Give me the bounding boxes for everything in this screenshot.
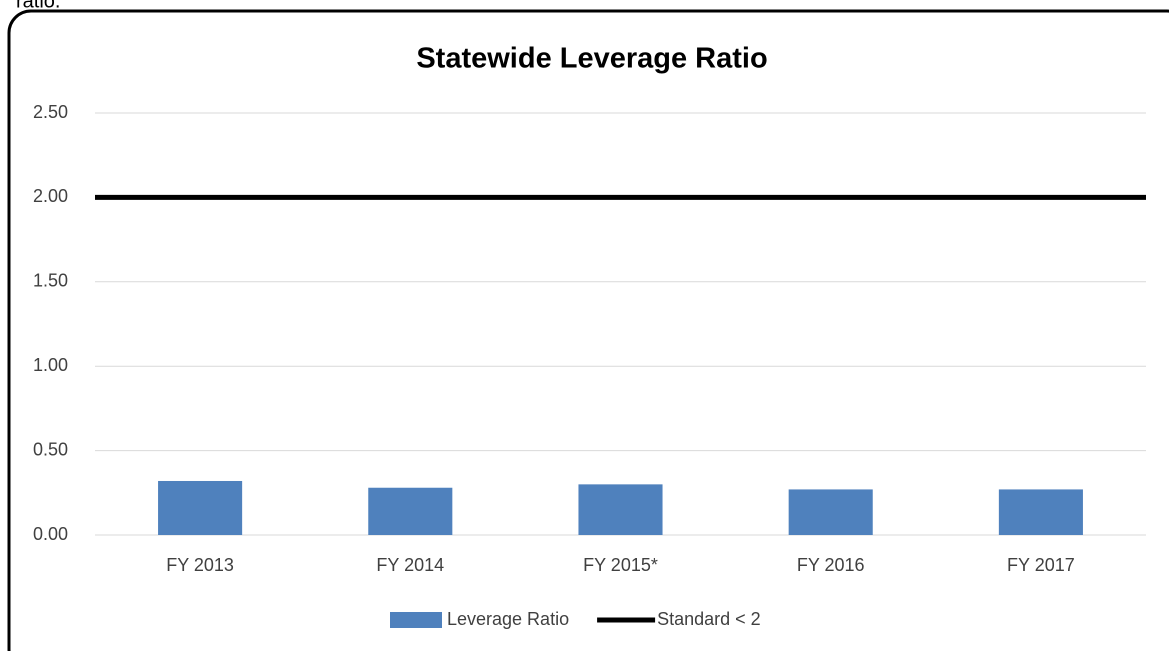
legend-label: Standard < 2 bbox=[657, 609, 761, 629]
bar bbox=[788, 489, 873, 535]
y-tick-label: 2.50 bbox=[33, 102, 68, 122]
bar bbox=[578, 484, 663, 535]
bar bbox=[368, 487, 453, 535]
chart-frame bbox=[7, 9, 1169, 651]
x-tick-label: FY 2016 bbox=[797, 555, 865, 575]
legend-label: Leverage Ratio bbox=[447, 609, 569, 629]
chart-title: Statewide Leverage Ratio bbox=[416, 43, 767, 75]
x-tick-label: FY 2013 bbox=[166, 555, 234, 575]
caption-fragment: ratio. bbox=[16, 0, 60, 12]
y-tick-label: 0.00 bbox=[33, 524, 68, 544]
legend-swatch bbox=[390, 612, 442, 628]
bar bbox=[998, 489, 1083, 535]
y-tick-label: 1.50 bbox=[33, 271, 68, 291]
x-tick-label: FY 2014 bbox=[376, 555, 444, 575]
y-tick-label: 0.50 bbox=[33, 439, 68, 459]
y-tick-label: 1.00 bbox=[33, 355, 68, 375]
x-tick-label: FY 2015* bbox=[583, 555, 658, 575]
bar bbox=[158, 480, 243, 535]
y-tick-label: 2.00 bbox=[33, 186, 68, 206]
x-tick-label: FY 2017 bbox=[1007, 555, 1075, 575]
